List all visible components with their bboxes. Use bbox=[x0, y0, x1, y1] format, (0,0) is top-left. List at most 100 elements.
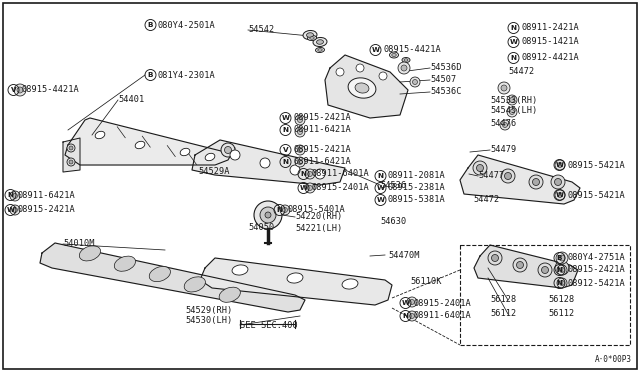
Circle shape bbox=[473, 161, 487, 175]
Circle shape bbox=[410, 314, 415, 318]
Text: 08915-5421A: 08915-5421A bbox=[567, 190, 625, 199]
Circle shape bbox=[559, 267, 564, 273]
Text: 54542: 54542 bbox=[248, 26, 275, 35]
Text: 56128: 56128 bbox=[548, 295, 574, 305]
Text: B: B bbox=[557, 255, 563, 261]
Circle shape bbox=[225, 147, 232, 154]
Circle shape bbox=[559, 255, 565, 261]
Ellipse shape bbox=[232, 265, 248, 275]
Text: W: W bbox=[556, 192, 563, 198]
Circle shape bbox=[280, 205, 290, 215]
Circle shape bbox=[69, 160, 73, 164]
Circle shape bbox=[295, 115, 305, 125]
Text: W: W bbox=[556, 162, 563, 168]
Text: N: N bbox=[8, 192, 13, 198]
Ellipse shape bbox=[115, 256, 136, 271]
Circle shape bbox=[557, 265, 567, 275]
Circle shape bbox=[557, 192, 563, 198]
Text: 08911-2421A: 08911-2421A bbox=[521, 23, 579, 32]
Circle shape bbox=[13, 208, 17, 212]
Circle shape bbox=[254, 201, 282, 229]
Ellipse shape bbox=[149, 266, 170, 282]
Circle shape bbox=[10, 191, 20, 201]
Text: 08911-2081A: 08911-2081A bbox=[388, 171, 445, 180]
Text: W: W bbox=[371, 47, 380, 53]
Text: 08915-5401A: 08915-5401A bbox=[287, 205, 345, 215]
Text: 54221(LH): 54221(LH) bbox=[295, 224, 342, 234]
Text: 56112: 56112 bbox=[548, 310, 574, 318]
Circle shape bbox=[554, 179, 561, 186]
Circle shape bbox=[230, 150, 240, 160]
Polygon shape bbox=[63, 138, 80, 172]
Circle shape bbox=[336, 68, 344, 76]
Ellipse shape bbox=[303, 31, 317, 39]
Circle shape bbox=[307, 171, 312, 176]
Text: 54472: 54472 bbox=[508, 67, 534, 77]
Circle shape bbox=[67, 144, 75, 152]
Text: 08915-2421A: 08915-2421A bbox=[293, 113, 351, 122]
Text: N: N bbox=[378, 173, 383, 179]
Text: 08915-5421A: 08915-5421A bbox=[567, 160, 625, 170]
Text: 54476: 54476 bbox=[490, 119, 516, 128]
Text: 08912-5421A: 08912-5421A bbox=[567, 279, 625, 288]
Text: SEE SEC.400: SEE SEC.400 bbox=[240, 321, 298, 330]
Ellipse shape bbox=[392, 54, 396, 57]
Ellipse shape bbox=[402, 58, 410, 62]
Text: 54529A: 54529A bbox=[198, 167, 230, 176]
Circle shape bbox=[13, 193, 17, 199]
Text: 08915-2421A: 08915-2421A bbox=[293, 145, 351, 154]
Text: 08911-6401A: 08911-6401A bbox=[311, 170, 369, 179]
Circle shape bbox=[17, 87, 23, 93]
Ellipse shape bbox=[390, 52, 399, 58]
Text: 54010M: 54010M bbox=[63, 240, 95, 248]
Circle shape bbox=[492, 254, 499, 262]
Text: 081Y4-2301A: 081Y4-2301A bbox=[158, 71, 216, 80]
Ellipse shape bbox=[307, 33, 314, 37]
Circle shape bbox=[498, 82, 510, 94]
Text: N: N bbox=[403, 313, 408, 319]
Text: 54220(RH): 54220(RH) bbox=[295, 212, 342, 221]
Ellipse shape bbox=[317, 49, 323, 51]
Text: 54533(RH): 54533(RH) bbox=[490, 96, 537, 105]
Text: 54477: 54477 bbox=[478, 171, 504, 180]
Polygon shape bbox=[460, 155, 580, 204]
Text: V: V bbox=[283, 147, 288, 153]
Circle shape bbox=[555, 190, 565, 200]
Circle shape bbox=[305, 169, 315, 179]
Ellipse shape bbox=[205, 153, 215, 161]
Text: 08915-2401A: 08915-2401A bbox=[311, 183, 369, 192]
Circle shape bbox=[529, 175, 543, 189]
Ellipse shape bbox=[287, 273, 303, 283]
Ellipse shape bbox=[307, 35, 317, 41]
Polygon shape bbox=[40, 243, 305, 312]
Text: 54536D: 54536D bbox=[430, 64, 461, 73]
Text: 54050: 54050 bbox=[248, 224, 275, 232]
Text: W: W bbox=[401, 300, 410, 306]
Text: W: W bbox=[509, 39, 518, 45]
Text: B: B bbox=[148, 72, 153, 78]
Ellipse shape bbox=[184, 277, 205, 292]
Ellipse shape bbox=[316, 48, 324, 52]
Circle shape bbox=[410, 299, 415, 305]
Circle shape bbox=[298, 148, 303, 153]
Text: N: N bbox=[511, 25, 516, 31]
Text: 54536C: 54536C bbox=[430, 87, 461, 96]
Circle shape bbox=[407, 297, 417, 307]
Text: B: B bbox=[148, 22, 153, 28]
Ellipse shape bbox=[313, 38, 327, 46]
Circle shape bbox=[557, 163, 563, 167]
Circle shape bbox=[305, 183, 315, 193]
Text: 08915-2401A: 08915-2401A bbox=[413, 298, 471, 308]
Circle shape bbox=[555, 261, 569, 275]
Text: 08915-2421A: 08915-2421A bbox=[18, 205, 76, 215]
Circle shape bbox=[501, 169, 515, 183]
Polygon shape bbox=[474, 245, 578, 288]
Text: N: N bbox=[282, 159, 289, 165]
Circle shape bbox=[502, 122, 508, 128]
Circle shape bbox=[407, 311, 417, 321]
Text: 08915-5381A: 08915-5381A bbox=[388, 196, 445, 205]
Text: 54479: 54479 bbox=[490, 145, 516, 154]
Text: 08915-2421A: 08915-2421A bbox=[567, 266, 625, 275]
Text: 54529(RH): 54529(RH) bbox=[185, 307, 232, 315]
Circle shape bbox=[509, 97, 515, 103]
